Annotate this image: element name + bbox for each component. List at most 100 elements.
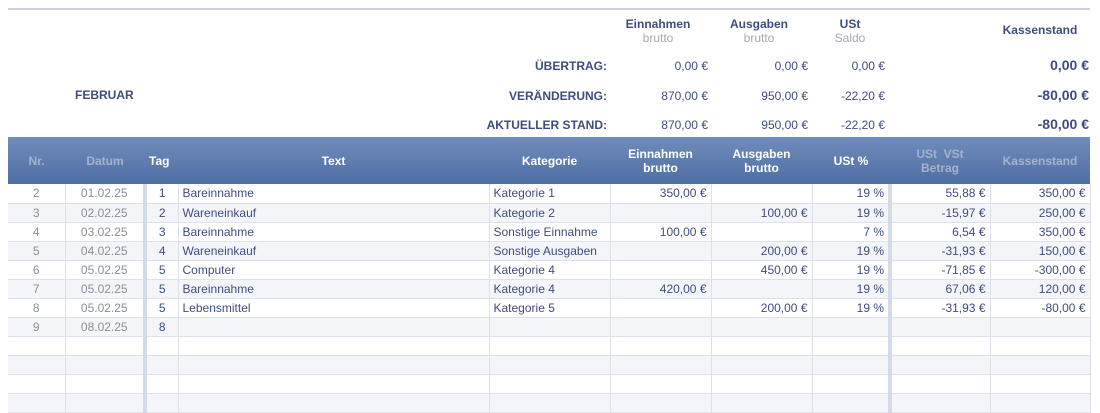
- cell-nr[interactable]: 2: [8, 184, 66, 204]
- cell-tag[interactable]: 1: [145, 184, 179, 204]
- cell-einnahmen[interactable]: 420,00 €: [610, 279, 712, 299]
- cell-einnahmen[interactable]: [610, 336, 712, 356]
- cell-kassenstand[interactable]: 250,00 €: [990, 203, 1091, 223]
- cell-nr[interactable]: [8, 336, 66, 356]
- cell-betrag[interactable]: -31,93 €: [890, 298, 991, 318]
- cell-betrag[interactable]: 55,88 €: [890, 184, 991, 204]
- table-row[interactable]: 5 04.02.25 4 Wareneinkauf Sonstige Ausgaben 2…: [8, 241, 1091, 261]
- cell-text[interactable]: [178, 355, 490, 375]
- cell-ausgaben[interactable]: [711, 317, 813, 337]
- cell-ausgaben[interactable]: [711, 374, 813, 394]
- cell-text[interactable]: Wareneinkauf: [178, 241, 490, 261]
- table-row[interactable]: 2 01.02.25 1 Bareinnahme Kategorie 1 350,00 €…: [8, 184, 1091, 204]
- table-row[interactable]: 9 08.02.25 8: [8, 317, 1091, 337]
- cell-ust[interactable]: [812, 317, 892, 337]
- cell-tag[interactable]: [145, 374, 179, 394]
- cell-text[interactable]: [178, 317, 490, 337]
- cell-ust[interactable]: [812, 355, 892, 375]
- cell-einnahmen[interactable]: 350,00 €: [610, 184, 712, 204]
- cell-ausgaben[interactable]: 200,00 €: [711, 241, 813, 261]
- cell-tag[interactable]: [145, 355, 179, 375]
- cell-kategorie[interactable]: [489, 336, 611, 356]
- cell-betrag[interactable]: [890, 317, 991, 337]
- cell-datum[interactable]: 05.02.25: [65, 260, 147, 280]
- cell-ust[interactable]: [812, 336, 892, 356]
- cell-datum[interactable]: 01.02.25: [65, 184, 147, 204]
- cell-kategorie[interactable]: Kategorie 5: [489, 298, 611, 318]
- cell-kategorie[interactable]: Kategorie 4: [489, 260, 611, 280]
- cell-einnahmen[interactable]: [610, 260, 712, 280]
- cell-kassenstand[interactable]: 120,00 €: [990, 279, 1091, 299]
- table-row[interactable]: 7 05.02.25 5 Bareinnahme Kategorie 4 420,00 €…: [8, 279, 1091, 299]
- cell-tag[interactable]: 8: [145, 317, 179, 337]
- table-row[interactable]: 8 05.02.25 5 Lebensmittel Kategorie 5 200,00 …: [8, 298, 1091, 318]
- cell-betrag[interactable]: [890, 355, 991, 375]
- col-header-datum[interactable]: Datum: [65, 137, 145, 184]
- cell-betrag[interactable]: -71,85 €: [890, 260, 991, 280]
- cell-nr[interactable]: 4: [8, 222, 66, 242]
- cell-tag[interactable]: 5: [145, 279, 179, 299]
- table-row[interactable]: [8, 355, 1091, 375]
- cell-ausgaben[interactable]: [711, 336, 813, 356]
- cell-nr[interactable]: 7: [8, 279, 66, 299]
- cell-kategorie[interactable]: Sonstige Ausgaben: [489, 241, 611, 261]
- cell-kategorie[interactable]: [489, 317, 611, 337]
- cell-einnahmen[interactable]: [610, 203, 712, 223]
- cell-kassenstand[interactable]: [990, 317, 1091, 337]
- cell-tag[interactable]: 3: [145, 222, 179, 242]
- cell-ausgaben[interactable]: 200,00 €: [711, 298, 813, 318]
- cell-einnahmen[interactable]: [610, 241, 712, 261]
- cell-nr[interactable]: [8, 355, 66, 375]
- cell-nr[interactable]: 6: [8, 260, 66, 280]
- col-header-text[interactable]: Text: [178, 137, 489, 184]
- cell-text[interactable]: [178, 336, 490, 356]
- cell-kassenstand[interactable]: -300,00 €: [990, 260, 1091, 280]
- col-header-ust[interactable]: USt %: [812, 137, 890, 184]
- cell-datum[interactable]: [65, 336, 147, 356]
- cell-ausgaben[interactable]: [711, 355, 813, 375]
- cell-ausgaben[interactable]: [711, 184, 813, 204]
- cell-text[interactable]: [178, 374, 490, 394]
- cell-datum[interactable]: [65, 355, 147, 375]
- cell-text[interactable]: Computer: [178, 260, 490, 280]
- cell-datum[interactable]: 02.02.25: [65, 203, 147, 223]
- cell-text[interactable]: Lebensmittel: [178, 298, 490, 318]
- cell-kassenstand[interactable]: 350,00 €: [990, 184, 1091, 204]
- cell-kategorie[interactable]: Sonstige Einnahme: [489, 222, 611, 242]
- cell-nr[interactable]: 8: [8, 298, 66, 318]
- cell-einnahmen[interactable]: [610, 374, 712, 394]
- cell-kassenstand[interactable]: [990, 355, 1091, 375]
- cell-einnahmen[interactable]: [610, 317, 712, 337]
- cell-tag[interactable]: 4: [145, 241, 179, 261]
- cell-tag[interactable]: 2: [145, 203, 179, 223]
- cell-betrag[interactable]: 67,06 €: [890, 279, 991, 299]
- cell-ausgaben[interactable]: 100,00 €: [711, 203, 813, 223]
- cell-text[interactable]: Bareinnahme: [178, 222, 490, 242]
- cell-text[interactable]: Bareinnahme: [178, 279, 490, 299]
- cell-einnahmen[interactable]: 100,00 €: [610, 222, 712, 242]
- table-row[interactable]: 6 05.02.25 5 Computer Kategorie 4 450,00 €19 …: [8, 260, 1091, 280]
- cell-tag[interactable]: 5: [145, 298, 179, 318]
- col-header-betrag[interactable]: USt VSt Betrag: [890, 137, 990, 184]
- cell-betrag[interactable]: [890, 336, 991, 356]
- table-row[interactable]: [8, 336, 1091, 356]
- col-header-ausgaben[interactable]: Ausgaben brutto: [711, 137, 812, 184]
- cell-kategorie[interactable]: [489, 374, 611, 394]
- col-header-nr[interactable]: Nr.: [8, 137, 65, 184]
- cell-kategorie[interactable]: Kategorie 2: [489, 203, 611, 223]
- cell-ust[interactable]: 7 %: [812, 222, 892, 242]
- cell-kategorie[interactable]: Kategorie 4: [489, 279, 611, 299]
- cell-ust[interactable]: 19 %: [812, 203, 892, 223]
- cell-tag[interactable]: 5: [145, 260, 179, 280]
- cell-kassenstand[interactable]: 150,00 €: [990, 241, 1091, 261]
- cell-text[interactable]: Wareneinkauf: [178, 203, 490, 223]
- cell-ausgaben[interactable]: [711, 279, 813, 299]
- cell-ausgaben[interactable]: 450,00 €: [711, 260, 813, 280]
- cell-betrag[interactable]: -31,93 €: [890, 241, 991, 261]
- table-row[interactable]: 4 03.02.25 3 Bareinnahme Sonstige Einnahme 10…: [8, 222, 1091, 242]
- cell-betrag[interactable]: [890, 374, 991, 394]
- cell-kassenstand[interactable]: 350,00 €: [990, 222, 1091, 242]
- cell-datum[interactable]: 05.02.25: [65, 279, 147, 299]
- cell-ust[interactable]: 19 %: [812, 298, 892, 318]
- cell-betrag[interactable]: -15,97 €: [890, 203, 991, 223]
